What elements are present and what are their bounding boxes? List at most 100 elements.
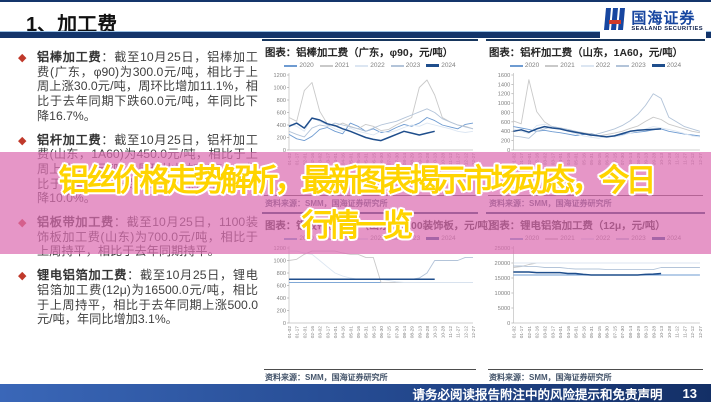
svg-text:02-16: 02-16 xyxy=(535,326,541,339)
legend-item-2022: 2022 xyxy=(581,62,610,69)
svg-text:1000: 1000 xyxy=(498,101,511,107)
chart-plot: 02004006008001000120001-0201-1702-0102-1… xyxy=(262,243,478,355)
svg-text:06-15: 06-15 xyxy=(371,326,377,339)
legend-line-icon xyxy=(284,65,297,67)
legend-label: 2022 xyxy=(596,62,610,69)
svg-text:05-01: 05-01 xyxy=(348,326,354,339)
svg-text:11-12: 11-12 xyxy=(448,326,454,338)
legend-label: 2021 xyxy=(335,62,349,69)
svg-text:06-15: 06-15 xyxy=(597,326,603,339)
svg-text:07-30: 07-30 xyxy=(620,326,626,339)
bullet-diamond-icon: ◆ xyxy=(18,51,26,66)
svg-text:08-14: 08-14 xyxy=(402,326,408,339)
svg-text:09-28: 09-28 xyxy=(425,326,431,339)
legend-item-2021: 2021 xyxy=(545,62,574,69)
bullet-term: 锂电铝箔加工费 xyxy=(37,268,127,282)
svg-text:11-12: 11-12 xyxy=(675,326,681,338)
svg-text:200: 200 xyxy=(501,139,510,145)
svg-text:08-29: 08-29 xyxy=(636,326,642,339)
svg-text:01-17: 01-17 xyxy=(295,326,301,339)
svg-text:400: 400 xyxy=(277,123,286,129)
svg-text:07-15: 07-15 xyxy=(612,326,618,339)
svg-text:05-16: 05-16 xyxy=(581,326,587,339)
bullet-diamond-icon: ◆ xyxy=(18,269,26,284)
legend-line-icon xyxy=(545,65,558,67)
svg-text:02-01: 02-01 xyxy=(302,326,308,339)
legend-label: 2020 xyxy=(299,62,313,69)
legend-label: 2024 xyxy=(667,62,681,69)
legend-line-icon xyxy=(391,65,404,67)
svg-text:12-27: 12-27 xyxy=(471,326,477,339)
svg-text:200: 200 xyxy=(277,135,286,141)
legend-line-icon xyxy=(355,65,368,67)
svg-text:15000: 15000 xyxy=(495,276,511,282)
svg-text:1600: 1600 xyxy=(498,73,511,79)
svg-text:5000: 5000 xyxy=(498,306,511,312)
svg-text:01-02: 01-02 xyxy=(511,326,517,339)
legend-label: 2020 xyxy=(525,62,539,69)
legend-label: 2023 xyxy=(631,62,645,69)
svg-text:08-29: 08-29 xyxy=(410,326,416,339)
footer-disclaimer: 请务必阅读报告附注中的风险提示和免责声明 xyxy=(413,384,663,402)
bullet-item-aluminum-rod: ◆铝棒加工费：截至10月25日，铝棒加工费(广东，φ90)为300.0元/吨，相… xyxy=(16,50,258,124)
legend-item-2020: 2020 xyxy=(510,62,539,69)
svg-text:09-28: 09-28 xyxy=(651,326,657,339)
footer-bar: 请务必阅读报告附注中的风险提示和免责声明 13 xyxy=(0,384,711,402)
legend-item-2022: 2022 xyxy=(355,62,384,69)
chart-title: 图表：铝杆加工费（山东，1A60，元/吨） xyxy=(486,41,705,60)
legend-line-icon xyxy=(320,65,333,67)
logo-subtitle: SEALAND SECURITIES xyxy=(631,27,703,33)
legend-label: 2023 xyxy=(406,62,420,69)
svg-text:1400: 1400 xyxy=(498,82,511,88)
legend-label: 2022 xyxy=(370,62,384,69)
svg-text:1200: 1200 xyxy=(498,92,511,98)
chart-plot: 050001000015000200002500001-0201-1702-01… xyxy=(486,243,705,355)
svg-text:12-12: 12-12 xyxy=(690,326,696,339)
chart-legend: 2020 2021 2022 2023 2024 xyxy=(486,62,705,69)
svg-text:1000: 1000 xyxy=(274,85,286,91)
svg-text:10-13: 10-13 xyxy=(433,326,439,339)
svg-text:12-12: 12-12 xyxy=(463,326,469,339)
svg-text:11-27: 11-27 xyxy=(682,326,688,338)
svg-text:02-01: 02-01 xyxy=(527,326,533,339)
svg-text:02-16: 02-16 xyxy=(310,326,316,339)
bullet-item-battery-foil: ◆锂电铝箔加工费：截至10月25日，锂电铝箔加工费(12μ)为16500.0元/… xyxy=(16,268,258,327)
svg-text:600: 600 xyxy=(277,110,286,116)
svg-text:04-01: 04-01 xyxy=(333,326,339,339)
svg-text:03-17: 03-17 xyxy=(550,326,556,339)
footer-page-number: 13 xyxy=(683,386,697,401)
svg-text:03-17: 03-17 xyxy=(325,326,331,339)
svg-text:07-30: 07-30 xyxy=(394,326,400,339)
legend-item-2020: 2020 xyxy=(284,62,313,69)
bullet-term: 铝棒加工费 xyxy=(37,50,101,64)
svg-text:09-13: 09-13 xyxy=(644,326,650,339)
legend-label: 2024 xyxy=(441,62,455,69)
chart-title: 图表：铝棒加工费（广东，φ90，元/吨） xyxy=(262,41,478,60)
company-logo: 国海证券 SEALAND SECURITIES xyxy=(600,5,706,38)
svg-text:10000: 10000 xyxy=(495,291,511,297)
svg-text:05-31: 05-31 xyxy=(364,326,370,339)
svg-text:1200: 1200 xyxy=(274,73,286,79)
svg-text:800: 800 xyxy=(277,98,286,104)
svg-text:20000: 20000 xyxy=(495,261,511,267)
svg-text:0: 0 xyxy=(507,321,510,327)
svg-text:09-13: 09-13 xyxy=(417,326,423,339)
svg-text:800: 800 xyxy=(501,110,510,116)
legend-line-icon xyxy=(616,65,629,67)
svg-text:04-01: 04-01 xyxy=(558,326,564,339)
svg-text:1000: 1000 xyxy=(274,258,286,264)
svg-text:10-28: 10-28 xyxy=(667,326,673,339)
legend-line-icon xyxy=(652,64,665,67)
svg-text:07-15: 07-15 xyxy=(387,326,393,339)
svg-text:10-28: 10-28 xyxy=(440,326,446,339)
svg-text:600: 600 xyxy=(501,120,510,126)
sealand-logo-icon xyxy=(603,7,627,36)
legend-item-2023: 2023 xyxy=(616,62,645,69)
svg-text:01-02: 01-02 xyxy=(287,326,293,339)
svg-text:04-16: 04-16 xyxy=(566,326,572,339)
svg-text:03-02: 03-02 xyxy=(318,326,324,339)
svg-text:01-17: 01-17 xyxy=(519,326,525,339)
bullet-diamond-icon: ◆ xyxy=(18,134,26,149)
legend-label: 2021 xyxy=(560,62,574,69)
